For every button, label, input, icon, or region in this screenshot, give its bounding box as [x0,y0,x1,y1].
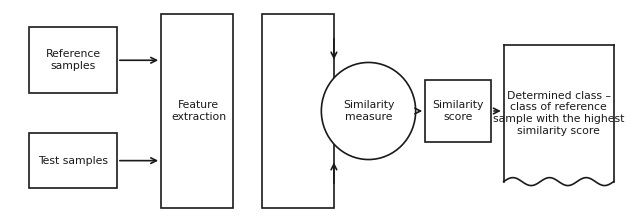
FancyBboxPatch shape [262,14,334,208]
Ellipse shape [321,62,415,160]
Text: Feature
extraction: Feature extraction [171,100,227,122]
FancyBboxPatch shape [425,80,491,142]
Text: Similarity
score: Similarity score [433,100,484,122]
FancyBboxPatch shape [161,14,234,208]
Text: Similarity
measure: Similarity measure [343,100,394,122]
Text: Determined class –
class of reference
sample with the highest
similarity score: Determined class – class of reference sa… [493,91,625,136]
Text: Test samples: Test samples [38,156,108,166]
FancyBboxPatch shape [29,27,117,93]
Text: Reference
samples: Reference samples [45,50,100,71]
FancyBboxPatch shape [29,133,117,188]
